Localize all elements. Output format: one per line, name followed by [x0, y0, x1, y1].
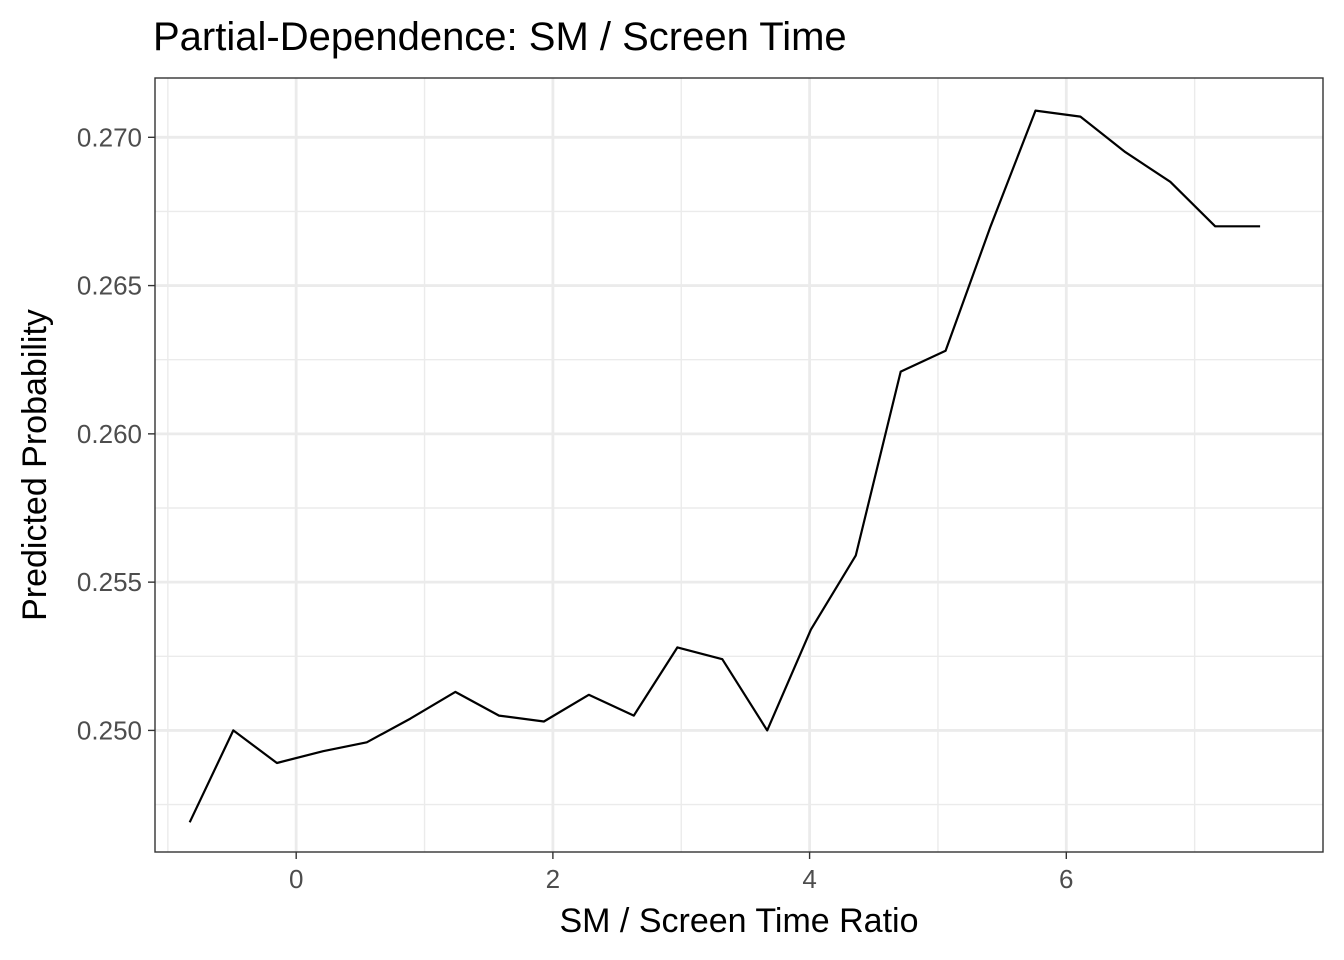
x-axis-title: SM / Screen Time Ratio — [559, 902, 918, 940]
major-gridlines — [155, 78, 1323, 852]
y-tick-label: 0.265 — [77, 271, 142, 301]
series-layer — [188, 109, 1261, 823]
y-tick-label: 0.250 — [77, 715, 142, 745]
minor-gridlines — [155, 78, 1323, 852]
plot-panel-border — [154, 77, 1324, 853]
chart-title: Partial-Dependence: SM / Screen Time — [153, 15, 847, 59]
y-axis-title: Predicted Probability — [16, 309, 54, 621]
series-line — [188, 109, 1261, 823]
y-axis-ticks: 0.250 0.255 0.260 0.265 0.270 — [77, 122, 155, 745]
x-axis-ticks: 0 2 4 6 — [289, 852, 1074, 894]
x-tick-label: 2 — [546, 864, 560, 894]
x-tick-label: 4 — [802, 864, 816, 894]
x-tick-label: 0 — [289, 864, 303, 894]
y-tick-label: 0.270 — [77, 122, 142, 152]
x-tick-label: 6 — [1059, 864, 1073, 894]
y-tick-label: 0.260 — [77, 419, 142, 449]
y-tick-label: 0.255 — [77, 567, 142, 597]
